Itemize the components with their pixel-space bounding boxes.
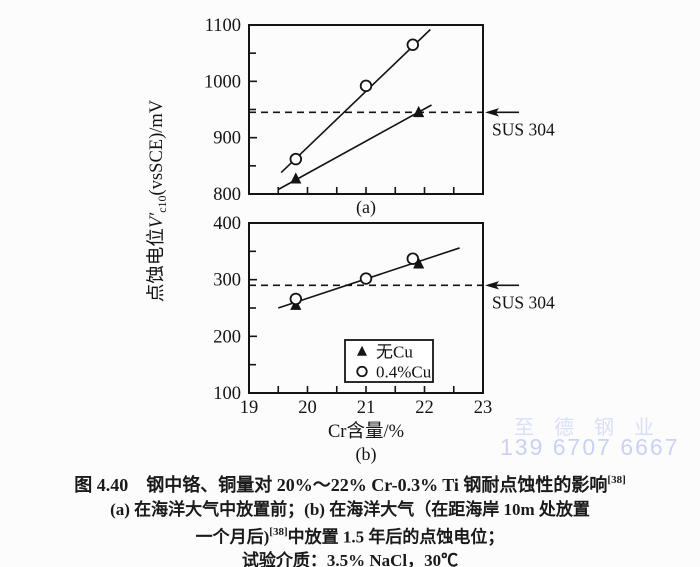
caption-line4-text: 试验介质：3.5% NaCl，30℃ — [241, 550, 459, 567]
plot-a-data-point — [290, 172, 302, 184]
plot-b-subplot-label: (b) — [356, 444, 377, 465]
plot-a-data-point — [289, 152, 303, 166]
plot-a-trend-line — [277, 104, 432, 191]
legend-triangle-icon — [357, 345, 367, 356]
plot-b-data-point — [413, 257, 425, 269]
caption-line-4: 试验介质：3.5% NaCl，30℃ — [0, 549, 700, 567]
plot-b-arrow-head-icon — [485, 281, 499, 290]
caption-title-text: 图 4.40 钢中铬、铜量对 20%～22% Cr-0.3% Ti 钢耐点蚀性的… — [74, 475, 608, 495]
plot-a-data-point — [359, 79, 373, 93]
plot-a: 800 900 1000 1100 SUS 304 (a) — [204, 16, 555, 218]
plot-a-reference-label: SUS 304 — [492, 119, 555, 139]
legend-label: 无Cu — [376, 343, 413, 362]
legend-circle-icon — [356, 365, 368, 378]
plot-b-y-tick-label: 200 — [213, 327, 241, 347]
figure-caption: 图 4.40 钢中铬、铜量对 20%～22% Cr-0.3% Ti 钢耐点蚀性的… — [0, 469, 700, 567]
plot-b-reference-label: SUS 304 — [492, 292, 555, 312]
y-axis-label: 点蚀电位V′c10(vsSCE)/mV — [146, 99, 169, 302]
watermark-phone: 139 6707 6667 — [500, 434, 680, 460]
caption-line-2: (a) 在海洋大气中放置前；(b) 在海洋大气（在距海岸 10m 处放置 — [0, 498, 700, 522]
caption-line3-suffix: 中放置 1.5 年后的点蚀电位； — [287, 527, 505, 547]
plot-b-y-tick-label: 400 — [213, 214, 241, 234]
x-axis-label: Cr含量/% — [328, 421, 404, 442]
plot-a-subplot-label: (a) — [356, 197, 376, 218]
plot-a-y-tick-label: 1000 — [204, 72, 241, 92]
plot-b-x-tick-label: 20 — [298, 398, 317, 418]
plot-a-y-tick-label: 800 — [213, 185, 241, 205]
caption-line-3: 一个月后)[38]中放置 1.5 年后的点蚀电位； — [0, 522, 700, 549]
plot-b-x-tick-label: 22 — [415, 398, 434, 418]
plot-a-y-tick-label: 1100 — [205, 16, 241, 36]
plot-a-arrow-head-icon — [485, 108, 499, 117]
caption-reference-1: [38] — [607, 474, 626, 486]
legend-label: 0.4%Cu — [376, 363, 432, 382]
plot-a-trend-line — [280, 28, 431, 174]
plot-b-data-point — [359, 272, 373, 285]
plot-a-frame — [248, 24, 484, 195]
caption-line3-prefix: 一个月后) — [195, 527, 270, 547]
caption-line-1: 图 4.40 钢中铬、铜量对 20%～22% Cr-0.3% Ti 钢耐点蚀性的… — [0, 469, 700, 498]
plot-a-y-tick-label: 900 — [213, 129, 241, 149]
plot-b-data-point — [406, 252, 420, 265]
plot-a-data-point — [413, 105, 425, 118]
figure-svg: 800 900 1000 1100 SUS 304 (a) 100 200 300 400 19 20… — [146, 16, 555, 465]
plot-b-x-tick-label: 21 — [357, 398, 376, 418]
plot-b-y-tick-label: 300 — [213, 271, 241, 291]
plot-b-x-tick-label: 19 — [240, 398, 259, 418]
plot-b-x-tick-label: 23 — [474, 398, 493, 418]
plot-a-data-point — [406, 38, 420, 51]
plot-b-y-tick-label: 100 — [213, 384, 241, 404]
watermark-company: 至德钢业 — [514, 417, 674, 439]
caption-line2-text: (a) 在海洋大气中放置前；(b) 在海洋大气（在距海岸 10m 处放置 — [110, 500, 590, 519]
caption-reference-2: [38] — [269, 525, 288, 538]
plot-b-data-point — [289, 292, 303, 306]
